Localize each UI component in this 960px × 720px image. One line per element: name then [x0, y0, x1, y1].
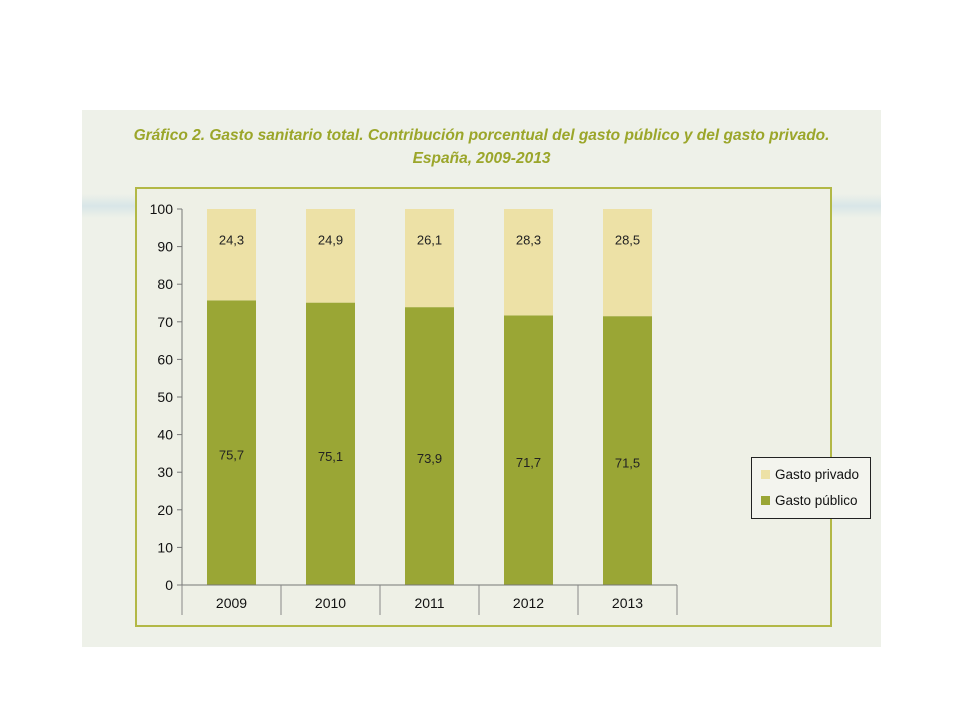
bar-privado [405, 209, 454, 308]
x-tick-label: 2009 [216, 595, 247, 611]
data-label-publico: 71,7 [516, 455, 541, 470]
x-tick-label: 2010 [315, 595, 346, 611]
legend-item-privado: Gasto privado [761, 467, 859, 482]
y-tick-label: 80 [157, 276, 173, 292]
data-label-publico: 71,5 [615, 456, 640, 471]
bar-publico [306, 302, 355, 585]
data-label-publico: 75,7 [219, 448, 244, 463]
y-tick-label: 0 [165, 577, 173, 593]
chart-subtitle: España, 2009-2013 [412, 150, 551, 167]
y-tick-label: 60 [157, 351, 173, 367]
chart-title-block: Gráfico 2. Gasto sanitario total. Contri… [82, 124, 881, 170]
data-label-publico: 73,9 [417, 451, 442, 466]
y-tick-label: 50 [157, 389, 173, 405]
y-tick-label: 20 [157, 502, 173, 518]
bar-publico [504, 315, 553, 585]
bar-publico [603, 316, 652, 585]
legend-item-publico: Gasto público [761, 493, 858, 508]
y-tick-label: 90 [157, 239, 173, 255]
legend-label-publico: Gasto público [775, 493, 858, 508]
x-tick-label: 2013 [612, 595, 643, 611]
chart-frame: 75,7 24,3 75,1 24,9 73,9 26,1 71,7 28,3 71,5 28,5… [135, 187, 871, 627]
stacked-bar-chart: 75,7 24,3 75,1 24,9 73,9 26,1 71,7 28,3 71,5 28,5… [150, 201, 678, 615]
data-label-privado: 28,3 [516, 232, 541, 247]
y-tick-label: 100 [150, 201, 174, 217]
legend-swatch-publico [761, 496, 770, 505]
data-label-publico: 75,1 [318, 449, 343, 464]
data-label-privado: 24,9 [318, 232, 343, 247]
bar-privado [603, 209, 652, 317]
legend: Gasto privado Gasto público [751, 457, 871, 519]
y-tick-label: 40 [157, 427, 173, 443]
chart-title: Gráfico 2. Gasto sanitario total. Contri… [133, 127, 830, 144]
bar-privado [306, 209, 355, 303]
data-label-privado: 24,3 [219, 232, 244, 247]
y-tick-label: 10 [157, 539, 173, 555]
bar-privado [207, 209, 256, 301]
bar-privado [504, 209, 553, 316]
y-tick-label: 70 [157, 314, 173, 330]
chart-image: Gráfico 2. Gasto sanitario total. Contri… [82, 110, 881, 647]
bar-publico [405, 307, 454, 585]
y-tick-label: 30 [157, 464, 173, 480]
x-tick-label: 2012 [513, 595, 544, 611]
data-label-privado: 26,1 [417, 232, 442, 247]
data-label-privado: 28,5 [615, 232, 640, 247]
legend-label-privado: Gasto privado [775, 467, 860, 482]
bar-publico [207, 300, 256, 585]
legend-swatch-privado [761, 470, 770, 479]
x-tick-label: 2011 [414, 595, 444, 611]
